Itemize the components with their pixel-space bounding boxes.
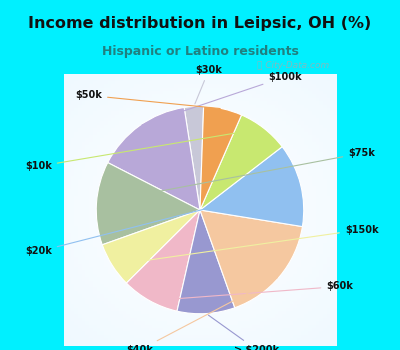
Text: $50k: $50k <box>75 90 220 108</box>
Text: > $200k: > $200k <box>208 315 279 350</box>
Text: Ⓜ City-Data.com: Ⓜ City-Data.com <box>257 61 329 70</box>
Wedge shape <box>200 106 242 210</box>
Wedge shape <box>177 210 235 314</box>
Text: $10k: $10k <box>25 129 261 171</box>
Text: Income distribution in Leipsic, OH (%): Income distribution in Leipsic, OH (%) <box>28 16 372 31</box>
Wedge shape <box>102 210 200 283</box>
Text: $75k: $75k <box>99 148 375 203</box>
Text: $150k: $150k <box>115 225 378 265</box>
Text: $40k: $40k <box>126 278 277 350</box>
Wedge shape <box>200 210 302 308</box>
Wedge shape <box>96 163 200 245</box>
Text: $100k: $100k <box>142 72 302 125</box>
Text: $30k: $30k <box>195 65 222 104</box>
Wedge shape <box>126 210 200 311</box>
Wedge shape <box>108 107 200 210</box>
Wedge shape <box>200 147 304 226</box>
Wedge shape <box>184 106 204 210</box>
Text: $20k: $20k <box>25 185 298 257</box>
Text: Hispanic or Latino residents: Hispanic or Latino residents <box>102 46 298 58</box>
Wedge shape <box>200 115 282 210</box>
Text: $60k: $60k <box>152 281 353 301</box>
